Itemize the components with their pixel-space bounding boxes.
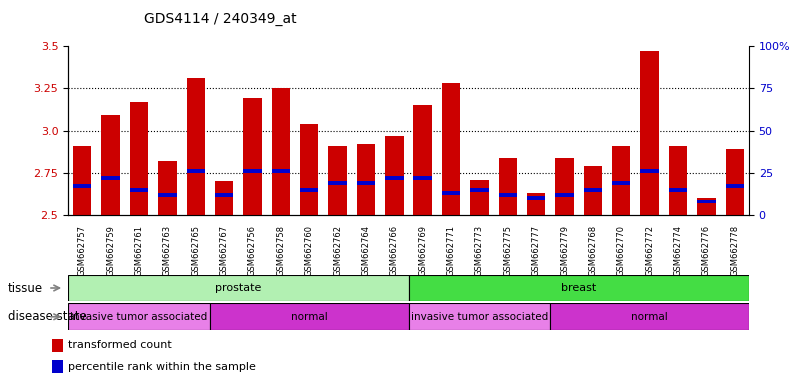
Text: invasive tumor associated: invasive tumor associated xyxy=(70,312,207,322)
Bar xyxy=(328,146,347,215)
Bar xyxy=(555,193,574,197)
Bar xyxy=(158,161,176,215)
Bar xyxy=(130,188,148,192)
Bar xyxy=(187,169,205,173)
Bar xyxy=(73,184,91,188)
Bar xyxy=(641,51,659,215)
Bar xyxy=(187,78,205,215)
Bar xyxy=(102,115,120,215)
Text: invasive tumor associated: invasive tumor associated xyxy=(411,312,548,322)
Bar xyxy=(158,193,176,197)
Text: GDS4114 / 240349_at: GDS4114 / 240349_at xyxy=(144,12,297,25)
Bar xyxy=(300,124,319,215)
Bar xyxy=(669,188,687,192)
Bar xyxy=(641,169,659,173)
Bar xyxy=(215,181,233,215)
Bar xyxy=(470,188,489,192)
Text: normal: normal xyxy=(291,312,328,322)
Bar xyxy=(210,303,409,330)
Bar xyxy=(385,176,404,180)
Bar xyxy=(697,200,715,204)
Bar xyxy=(68,303,210,330)
Bar xyxy=(498,193,517,197)
Bar xyxy=(385,136,404,215)
Text: transformed count: transformed count xyxy=(68,341,172,351)
Bar xyxy=(726,184,744,188)
Bar xyxy=(584,166,602,215)
Bar xyxy=(413,105,432,215)
Bar xyxy=(726,149,744,215)
Bar xyxy=(409,275,749,301)
Text: normal: normal xyxy=(631,312,668,322)
Bar xyxy=(272,169,290,173)
Bar xyxy=(442,83,461,215)
Bar xyxy=(550,303,749,330)
Bar xyxy=(669,146,687,215)
Bar xyxy=(356,144,375,215)
Bar xyxy=(527,193,545,215)
Bar xyxy=(244,98,262,215)
Bar xyxy=(244,169,262,173)
Bar xyxy=(413,176,432,180)
Text: percentile rank within the sample: percentile rank within the sample xyxy=(68,362,256,372)
Bar xyxy=(612,146,630,215)
Bar xyxy=(328,181,347,185)
Bar xyxy=(409,303,550,330)
Bar xyxy=(498,157,517,215)
Bar xyxy=(272,88,290,215)
Bar xyxy=(442,191,461,195)
Bar xyxy=(356,181,375,185)
Bar xyxy=(555,157,574,215)
Text: prostate: prostate xyxy=(215,283,261,293)
Bar xyxy=(584,188,602,192)
Bar xyxy=(215,193,233,197)
Bar xyxy=(73,146,91,215)
Text: disease state: disease state xyxy=(8,310,87,323)
Bar xyxy=(102,176,120,180)
Text: tissue: tissue xyxy=(8,281,43,295)
Bar xyxy=(52,339,63,352)
Bar xyxy=(697,198,715,215)
Bar xyxy=(470,180,489,215)
Bar xyxy=(68,275,409,301)
Bar xyxy=(612,181,630,185)
Bar xyxy=(527,196,545,200)
Bar xyxy=(300,188,319,192)
Bar xyxy=(130,102,148,215)
Text: breast: breast xyxy=(561,283,597,293)
Bar xyxy=(52,360,63,373)
